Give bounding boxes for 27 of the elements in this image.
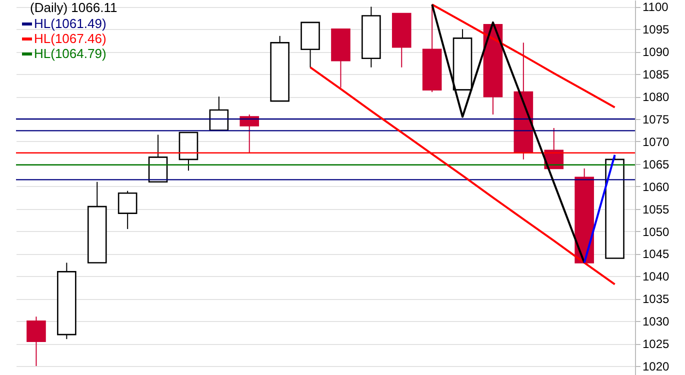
candlestick [240, 114, 260, 154]
candlestick [118, 190, 138, 230]
legend-label: HL(1067.46) [34, 31, 106, 46]
y-tick-label: 1050 [642, 224, 670, 239]
y-tick-label: 1055 [642, 202, 670, 216]
y-tick-label: 1060 [642, 180, 670, 194]
legend-label: HL(1064.79) [34, 46, 106, 61]
y-tick-label: 1085 [642, 68, 670, 82]
legend-label: HL(1061.49) [34, 16, 106, 31]
y-tick-label: 1040 [642, 270, 670, 284]
y-tick-label: 1095 [642, 22, 670, 37]
candlestick [209, 96, 229, 131]
y-tick-label: 1045 [642, 247, 670, 262]
y-tick-label: 1080 [642, 90, 670, 104]
y-tick-label: 1065 [642, 157, 670, 172]
y-tick-label: 1035 [642, 292, 670, 306]
y-tick-label: 1090 [642, 45, 670, 60]
line-series [431, 3, 616, 108]
chart-title: (Daily) 1066.11 [30, 0, 118, 15]
y-tick-label: 1030 [642, 314, 670, 329]
y-tick-label: 1025 [642, 337, 670, 352]
y-tick-label: 1075 [642, 112, 670, 127]
line-series [431, 3, 586, 264]
y-tick-label: 1020 [642, 360, 670, 374]
y-tick-label: 1100 [642, 0, 669, 14]
candlestick [26, 316, 46, 367]
y-tick-label: 1070 [642, 134, 670, 149]
